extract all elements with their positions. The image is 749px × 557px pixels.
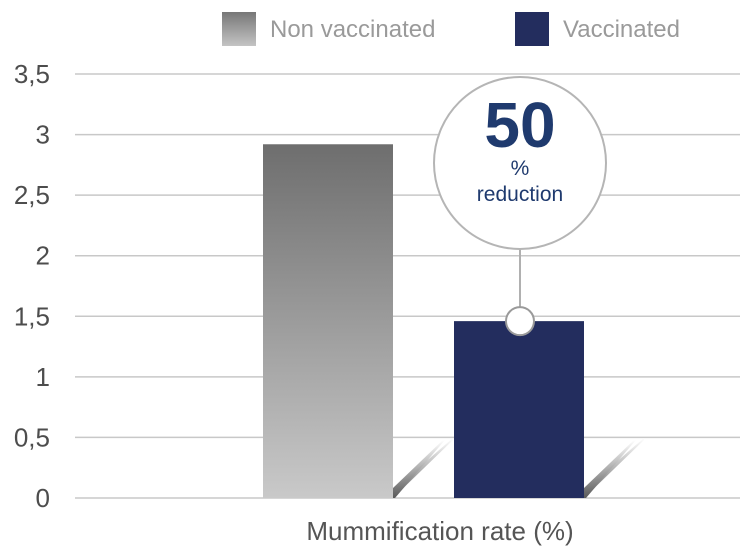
legend-label-vaccinated: Vaccinated xyxy=(563,16,680,43)
y-tick-label: 1 xyxy=(36,362,50,392)
legend-label-non-vaccinated: Non vaccinated xyxy=(270,16,435,43)
x-axis-label: Mummification rate (%) xyxy=(306,516,573,546)
y-tick-label: 3 xyxy=(36,120,50,150)
gridlines xyxy=(75,73,740,499)
y-tick-label: 2,5 xyxy=(14,180,50,210)
y-tick-label: 3,5 xyxy=(14,59,50,89)
callout-percentage-value: 50 xyxy=(484,89,555,161)
callout-bubble xyxy=(433,76,607,250)
y-tick-label: 0,5 xyxy=(14,422,50,452)
bar-shadow-wedge xyxy=(393,438,453,498)
y-tick-label: 2 xyxy=(36,241,50,271)
callout-anchor-dot xyxy=(505,306,535,337)
bar-vaccinated xyxy=(454,321,584,498)
bar-shadow-wedge xyxy=(584,438,644,498)
bar-shadows xyxy=(393,438,644,498)
legend: Non vaccinated Vaccinated xyxy=(222,12,680,46)
bar-non-vaccinated xyxy=(263,144,393,498)
callout-percent-sign: % xyxy=(511,157,530,180)
y-tick-label: 0 xyxy=(36,483,50,513)
legend-swatch-non-vaccinated xyxy=(222,12,256,46)
legend-swatch-vaccinated xyxy=(515,12,549,46)
y-axis-ticks: 0 0,5 1 1,5 2 2,5 3 3,5 xyxy=(14,59,50,513)
y-tick-label: 1,5 xyxy=(14,301,50,331)
reduction-callout: 50 % reduction xyxy=(433,76,607,337)
bars xyxy=(263,144,584,498)
callout-reduction-label: reduction xyxy=(477,183,563,206)
